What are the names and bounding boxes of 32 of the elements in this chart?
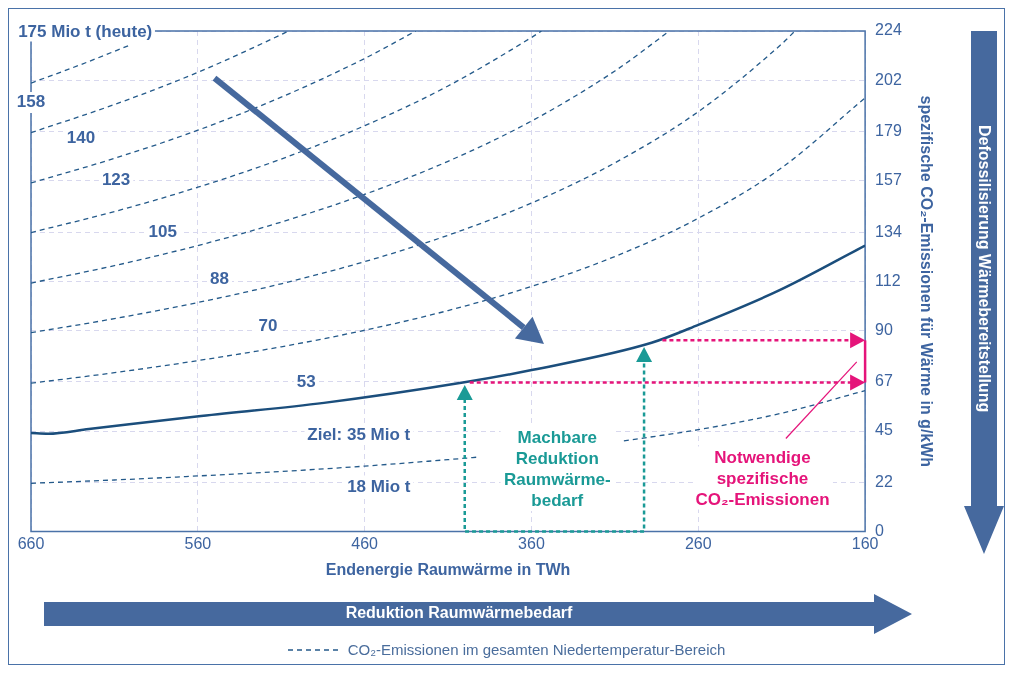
y-tick-label: 224	[875, 21, 902, 39]
y-tick-label: 45	[875, 421, 893, 439]
y-tick-label: 67	[875, 372, 893, 390]
legend-label: CO₂-Emissionen im gesamten Niedertemperatur-Bereich	[347, 641, 726, 658]
y-tick-label: 202	[875, 70, 902, 88]
x-tick-label: 660	[17, 534, 45, 552]
annotation: 175 Mio t (heute)	[15, 20, 156, 42]
y-tick-label: 22	[875, 472, 893, 490]
x-tick-label: 260	[684, 534, 712, 552]
annotation: 70	[258, 315, 278, 335]
y-tick-label: 90	[875, 320, 893, 338]
annotation: 123	[101, 170, 131, 190]
annotation: Notwendige spezifische CO₂-Emissionen	[692, 446, 833, 510]
annotation: 140	[66, 127, 96, 147]
x-tick-label: 560	[184, 534, 212, 552]
y-tick-label: 134	[875, 222, 902, 240]
annotation: 88	[210, 268, 229, 288]
annotation: 158	[16, 92, 46, 112]
x-axis-title: Endenergie Raumwärme in TWh	[325, 560, 571, 578]
annotation: 18 Mio t	[344, 475, 414, 497]
y-axis-title: spezifische CO₂-Emissionen für Wärme in g/kWh	[917, 95, 935, 468]
y-tick-label: 157	[875, 171, 902, 189]
x-tick-label: 460	[351, 534, 379, 552]
x-tick-label: 360	[518, 534, 545, 552]
y-tick-label: 179	[875, 121, 902, 139]
annotation: Machbare Reduktion Raumwärme- bedarf	[500, 427, 614, 512]
annotation: Ziel: 35 Mio t	[304, 423, 414, 445]
annotation: 105	[148, 221, 177, 241]
text: Defossilisierung Wärmebereitstellung	[975, 124, 993, 413]
text: Reduktion Raumwärmebedarf	[344, 604, 574, 622]
annotation: 53	[296, 371, 316, 391]
y-tick-label: 112	[875, 271, 901, 289]
